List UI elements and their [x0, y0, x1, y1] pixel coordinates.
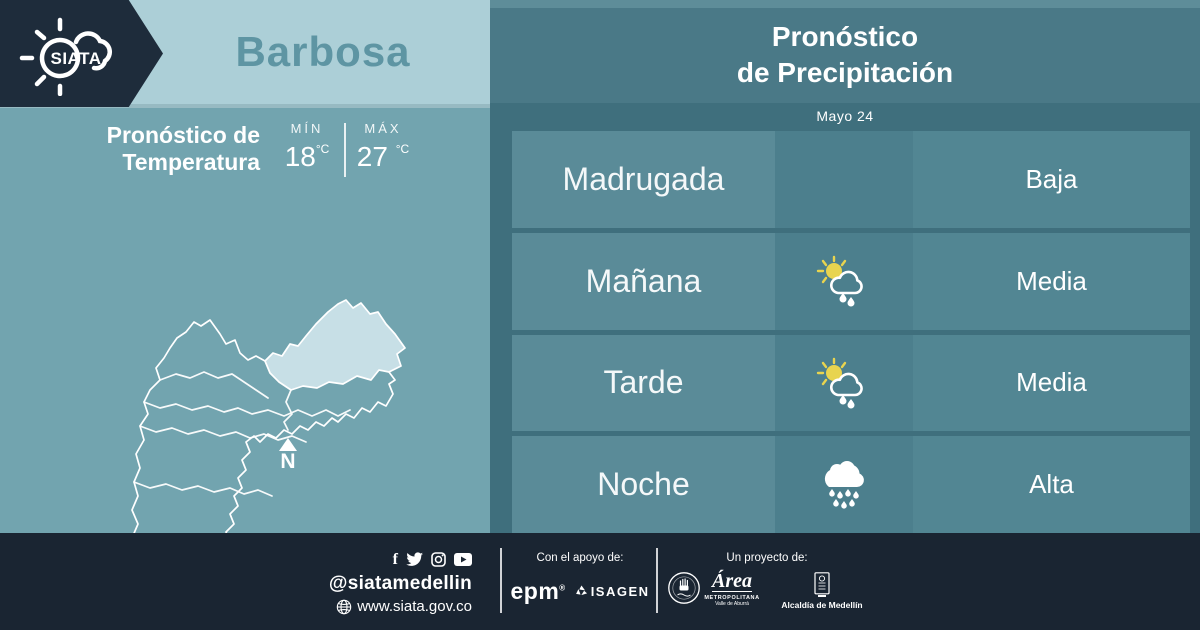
sun-rain-icon — [816, 255, 863, 307]
sponsors-block: Con el apoyo de: epm® ISAGEN — [510, 552, 650, 605]
epm-logo: epm® — [510, 578, 566, 604]
twitter-icon[interactable] — [406, 552, 423, 567]
precipitation-title: Pronóstico de Precipitación — [490, 8, 1200, 103]
map-region-barbosa — [264, 299, 406, 391]
forecast-date: Mayo 24 — [490, 103, 1200, 131]
level-value: Alta — [913, 436, 1190, 533]
siata-logo-text: SIATA — [51, 49, 102, 68]
siata-logo-chevron: SIATA — [0, 0, 163, 107]
north-indicator: N — [270, 438, 306, 473]
alcaldia-medellin-logo: Alcaldía de Medellín — [776, 572, 868, 610]
moon-icon — [832, 160, 856, 195]
forecast-table: Madrugada Baja Mañana — [490, 131, 1200, 533]
partners-block: Un proyecto de: Área METROPOLITANA Valle… — [702, 552, 870, 610]
level-value: Media — [913, 232, 1190, 330]
area-metropolitana-logo: Área METROPOLITANA Valle de Aburrá — [704, 570, 760, 607]
period-label: Tarde — [512, 334, 775, 432]
max-temperature: MÁX 27 °C — [356, 121, 410, 172]
north-arrow-icon — [279, 438, 297, 451]
minmax-block: MÍN 18°C MÁX 27 °C — [276, 121, 414, 177]
temperature-title: Pronóstico de Temperatura — [106, 122, 260, 175]
footer-divider — [656, 548, 658, 613]
min-temperature: MÍN 18°C — [284, 121, 330, 172]
social-handle[interactable]: @siatamedellin — [328, 573, 472, 594]
isagen-pinwheel-icon — [575, 585, 587, 596]
siata-contact-block: f @siatamedellin — [280, 551, 472, 615]
minmax-divider — [344, 123, 346, 177]
table-row-madrugada: Madrugada Baja — [490, 131, 1200, 228]
temperature-map-panel: Pronóstico de Temperatura MÍN 18°C MÁX 2… — [0, 108, 490, 630]
rain-cloud-icon — [824, 460, 864, 509]
period-label: Mañana — [512, 232, 775, 330]
siata-sun-cloud-icon: SIATA — [19, 17, 113, 96]
website-url[interactable]: www.siata.gov.co — [357, 598, 472, 615]
level-value: Baja — [913, 131, 1190, 228]
period-label: Madrugada — [512, 131, 775, 228]
social-icons: f — [280, 551, 472, 568]
university-seal-logo — [668, 572, 700, 604]
youtube-icon[interactable] — [454, 553, 472, 566]
instagram-icon[interactable] — [431, 552, 446, 567]
sun-rain-icon — [816, 357, 863, 409]
footer-divider — [500, 548, 502, 613]
precipitation-panel: Pronóstico de Precipitación Mayo 24 Madr… — [490, 0, 1200, 533]
globe-icon — [336, 599, 352, 614]
table-row-manana: Mañana — [490, 232, 1200, 330]
period-label: Noche — [512, 436, 775, 533]
table-row-tarde: Tarde — [490, 334, 1200, 432]
level-value: Media — [913, 334, 1190, 432]
footer: f @siatamedellin — [0, 533, 1200, 630]
panel-top-strip — [490, 0, 1200, 8]
isagen-logo: ISAGEN — [575, 584, 650, 599]
location-title: Barbosa — [235, 28, 411, 75]
alcaldia-emblem-icon — [814, 572, 830, 597]
table-row-noche: Noche — [490, 436, 1200, 533]
project-label: Un proyecto de: — [726, 552, 808, 564]
facebook-icon[interactable]: f — [392, 550, 398, 568]
support-label: Con el apoyo de: — [536, 552, 624, 564]
